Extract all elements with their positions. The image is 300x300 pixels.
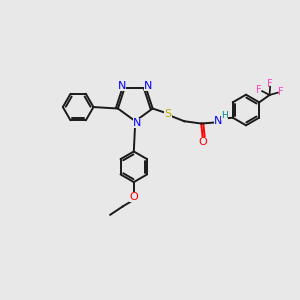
Text: F: F <box>278 87 284 97</box>
Text: O: O <box>198 137 207 147</box>
Text: O: O <box>129 192 138 202</box>
Text: H: H <box>221 111 228 120</box>
Text: F: F <box>267 79 273 89</box>
Text: N: N <box>144 81 153 91</box>
Text: F: F <box>256 85 262 95</box>
Text: N: N <box>214 116 223 126</box>
Text: N: N <box>118 81 126 91</box>
Text: S: S <box>164 109 172 119</box>
Text: N: N <box>133 118 141 128</box>
